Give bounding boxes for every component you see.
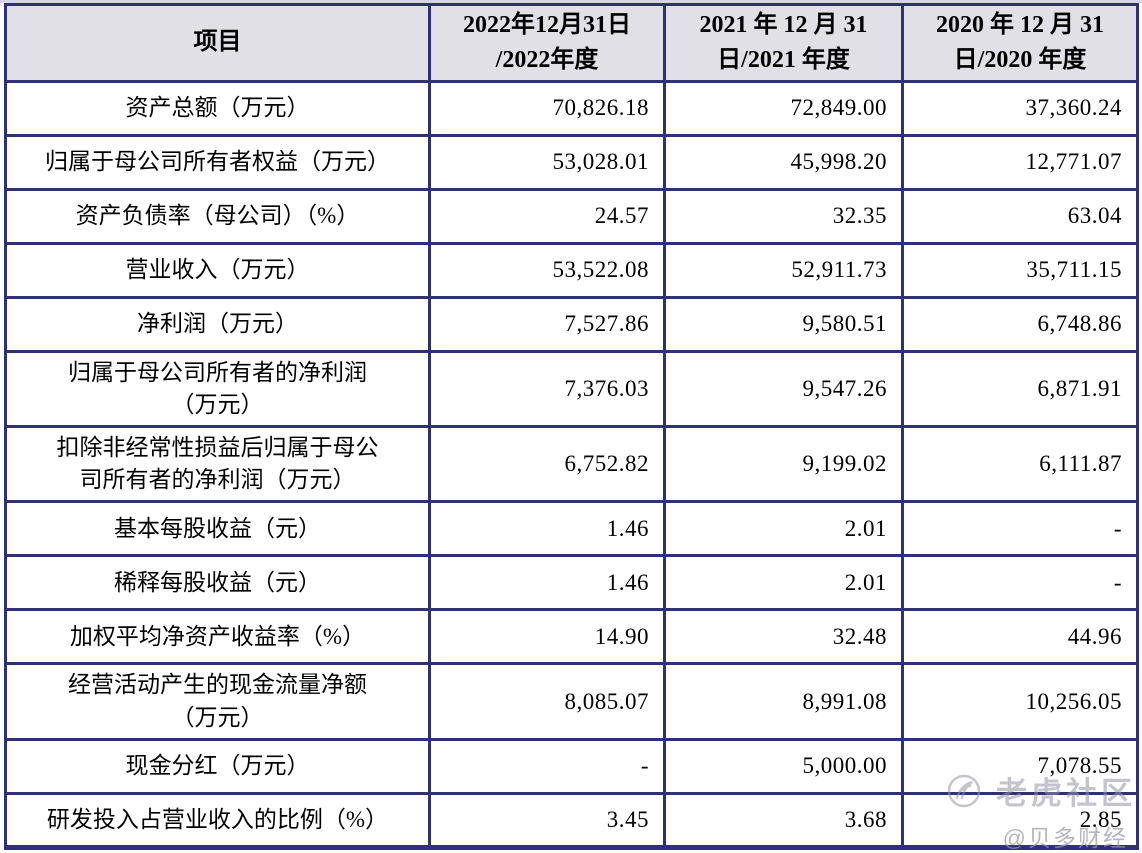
table-row: 稀释每股收益（元） 1.46 2.01-	[4, 554, 1139, 612]
row-value-2021: 52,911.73	[663, 241, 904, 299]
row-value-2020: 6,871.91	[901, 349, 1139, 428]
row-value-2020: 44.96	[901, 608, 1139, 666]
row-value-2020: 2.85	[901, 791, 1139, 849]
row-value-2020: 12,771.07	[901, 133, 1139, 191]
row-value-2021: 9,547.26	[663, 349, 904, 428]
row-value-2022: 1.46	[428, 554, 666, 612]
row-label: 资产总额（万元）	[4, 79, 431, 137]
row-value-2020: 63.04	[901, 187, 1139, 245]
scan-edge-artifact	[0, 0, 1142, 3]
row-label: 基本每股收益（元）	[4, 500, 431, 558]
row-value-2020: 37,360.24	[901, 79, 1139, 137]
row-value-2022: 14.90	[428, 608, 666, 666]
table-row: 资产负债率（母公司）（%） 24.57 32.35 63.04	[4, 187, 1139, 245]
row-label: 研发投入占营业收入的比例（%）	[4, 791, 431, 849]
row-label: 现金分红（万元）	[4, 737, 431, 795]
row-label: 净利润（万元）	[4, 295, 431, 353]
row-value-2022: 1.46	[428, 500, 666, 558]
row-label: 稀释每股收益（元）	[4, 554, 431, 612]
row-label: 资产负债率（母公司）（%）	[4, 187, 431, 245]
row-value-2020: 10,256.05	[901, 662, 1139, 741]
row-value-2021: 32.48	[663, 608, 904, 666]
table-row: 加权平均净资产收益率（%） 14.90 32.48 44.96	[4, 608, 1139, 666]
header-2020: 2020 年 12 月 31 日/2020 年度	[901, 3, 1139, 83]
row-label: 营业收入（万元）	[4, 241, 431, 299]
table-row: 经营活动产生的现金流量净额 （万元） 8,085.07 8,991.08 10,256…	[4, 662, 1139, 741]
header-2021: 2021 年 12 月 31 日/2021 年度	[663, 3, 904, 83]
row-value-2021: 9,199.02	[663, 424, 904, 504]
row-value-2022: 53,522.08	[428, 241, 666, 299]
row-label: 经营活动产生的现金流量净额 （万元）	[4, 662, 431, 741]
row-value-2022: 6,752.82	[428, 424, 666, 504]
financial-summary-table: 项目 2022年12月31日 /2022年度 2021 年 12 月 31 日/…	[4, 3, 1139, 850]
table-row: 扣除非经常性损益后归属于母公 司所有者的净利润（万元） 6,752.82 9,199…	[4, 424, 1139, 504]
row-value-2022: -	[428, 737, 666, 795]
header-2022: 2022年12月31日 /2022年度	[428, 3, 666, 83]
row-value-2021: 2.01	[663, 500, 904, 558]
header-row: 项目 2022年12月31日 /2022年度 2021 年 12 月 31 日/…	[4, 3, 1139, 83]
table-row: 营业收入（万元） 53,522.08 52,911.73 35,711.15	[4, 241, 1139, 299]
row-value-2022: 70,826.18	[428, 79, 666, 137]
table-row: 现金分红（万元） -5,000.00 7,078.55	[4, 737, 1139, 795]
row-value-2022: 7,376.03	[428, 349, 666, 428]
row-value-2020: 6,111.87	[901, 424, 1139, 504]
row-value-2021: 2.01	[663, 554, 904, 612]
row-value-2021: 3.68	[663, 791, 904, 849]
table-row: 研发投入占营业收入的比例（%） 3.45 3.68 2.85	[4, 791, 1139, 849]
header-item: 项目	[4, 3, 431, 83]
row-value-2020: 35,711.15	[901, 241, 1139, 299]
row-value-2021: 72,849.00	[663, 79, 904, 137]
row-value-2021: 32.35	[663, 187, 904, 245]
row-value-2022: 7,527.86	[428, 295, 666, 353]
row-value-2021: 8,991.08	[663, 662, 904, 741]
row-value-2020: 7,078.55	[901, 737, 1139, 795]
row-value-2020: -	[901, 500, 1139, 558]
table-row: 归属于母公司所有者的净利润 （万元） 7,376.03 9,547.26 6,871.…	[4, 349, 1139, 428]
table-header: 项目 2022年12月31日 /2022年度 2021 年 12 月 31 日/…	[4, 3, 1139, 83]
table-row: 资产总额（万元） 70,826.18 72,849.00 37,360.24	[4, 79, 1139, 137]
row-value-2021: 9,580.51	[663, 295, 904, 353]
row-label: 归属于母公司所有者的净利润 （万元）	[4, 349, 431, 428]
table-row: 净利润（万元） 7,527.86 9,580.51 6,748.86	[4, 295, 1139, 353]
row-value-2020: -	[901, 554, 1139, 612]
row-value-2021: 5,000.00	[663, 737, 904, 795]
row-value-2020: 6,748.86	[901, 295, 1139, 353]
table-row: 基本每股收益（元） 1.46 2.01-	[4, 500, 1139, 558]
table-row: 归属于母公司所有者权益（万元） 53,028.01 45,998.20 12,771.…	[4, 133, 1139, 191]
row-label: 扣除非经常性损益后归属于母公 司所有者的净利润（万元）	[4, 424, 431, 504]
row-value-2021: 45,998.20	[663, 133, 904, 191]
row-value-2022: 8,085.07	[428, 662, 666, 741]
table-body: 资产总额（万元） 70,826.18 72,849.00 37,360.24 归属于母公…	[4, 79, 1139, 849]
row-value-2022: 53,028.01	[428, 133, 666, 191]
row-value-2022: 3.45	[428, 791, 666, 849]
row-label: 归属于母公司所有者权益（万元）	[4, 133, 431, 191]
row-label: 加权平均净资产收益率（%）	[4, 608, 431, 666]
row-value-2022: 24.57	[428, 187, 666, 245]
